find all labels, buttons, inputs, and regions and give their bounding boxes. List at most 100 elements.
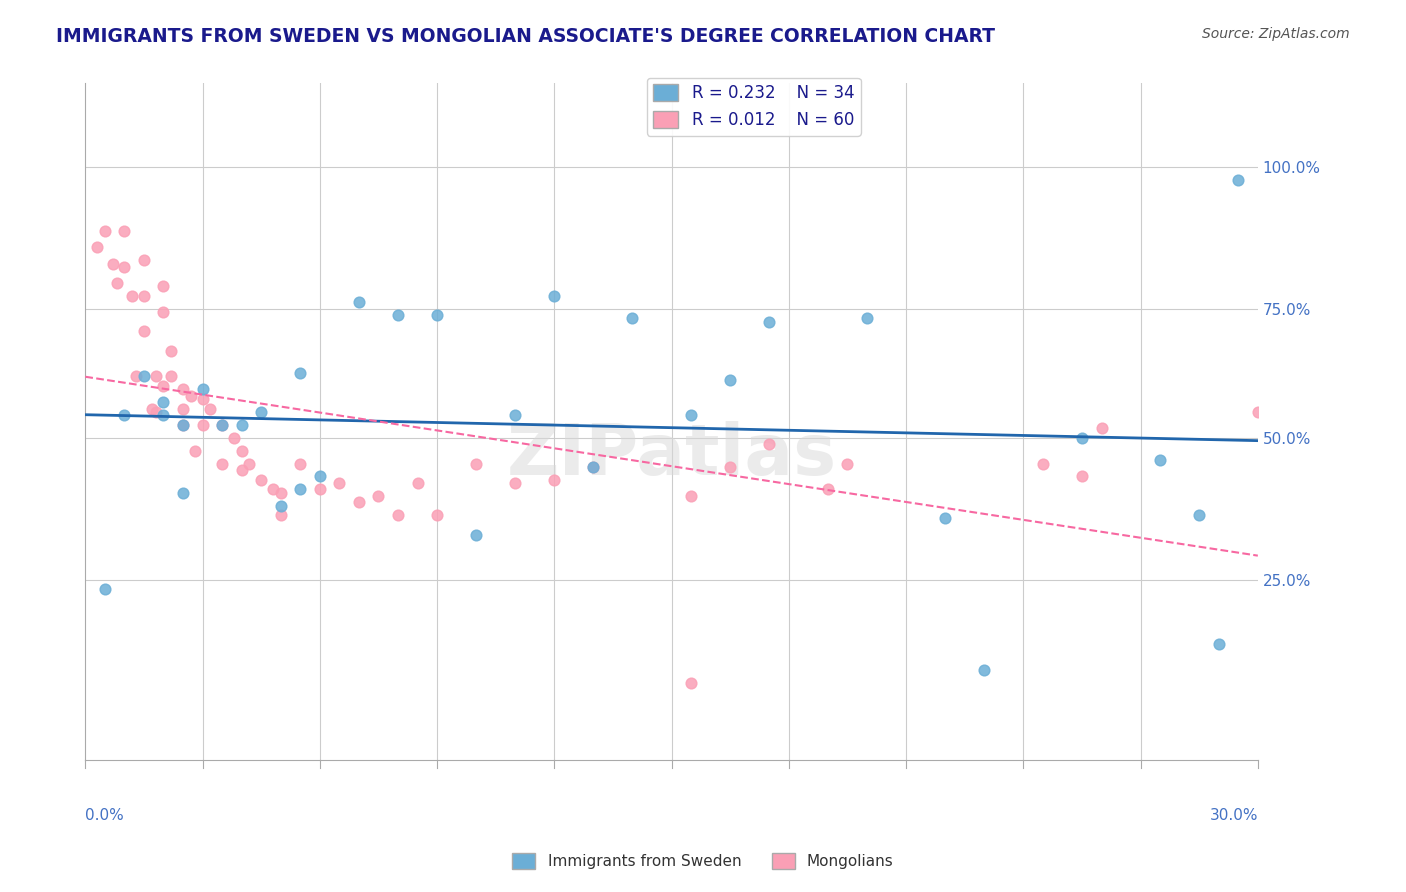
Point xyxy=(328,475,350,490)
Point xyxy=(347,295,370,310)
Point xyxy=(152,305,174,319)
Point xyxy=(172,485,194,500)
Point xyxy=(681,408,703,422)
Point xyxy=(172,401,194,416)
Point xyxy=(290,366,312,380)
Point xyxy=(184,443,207,458)
Point xyxy=(290,483,312,497)
Text: Source: ZipAtlas.com: Source: ZipAtlas.com xyxy=(1202,27,1350,41)
Point xyxy=(270,508,292,523)
Point xyxy=(132,369,155,384)
Point xyxy=(621,311,644,326)
Point xyxy=(718,373,741,387)
Point xyxy=(125,369,148,384)
Point xyxy=(132,324,155,338)
Point xyxy=(262,483,284,497)
Point xyxy=(231,463,253,477)
Point xyxy=(465,527,488,541)
Point xyxy=(270,499,292,513)
Point xyxy=(152,379,174,393)
Text: 30.0%: 30.0% xyxy=(1209,808,1258,822)
Point xyxy=(270,485,292,500)
Point xyxy=(681,489,703,503)
Point xyxy=(290,457,312,471)
Point xyxy=(160,369,183,384)
Text: 0.0%: 0.0% xyxy=(86,808,124,822)
Text: IMMIGRANTS FROM SWEDEN VS MONGOLIAN ASSOCIATE'S DEGREE CORRELATION CHART: IMMIGRANTS FROM SWEDEN VS MONGOLIAN ASSO… xyxy=(56,27,995,45)
Point xyxy=(406,475,429,490)
Point xyxy=(503,475,526,490)
Point xyxy=(112,224,135,238)
Point xyxy=(152,279,174,293)
Point xyxy=(681,676,703,690)
Point xyxy=(145,405,167,419)
Point xyxy=(86,240,108,254)
Point xyxy=(465,457,488,471)
Point xyxy=(211,417,233,432)
Point xyxy=(132,289,155,303)
Point xyxy=(758,437,780,451)
Point xyxy=(231,443,253,458)
Point xyxy=(1227,172,1250,186)
Point xyxy=(582,459,605,474)
Point xyxy=(172,417,194,432)
Point xyxy=(973,663,995,677)
Point xyxy=(856,311,879,326)
Point xyxy=(367,489,389,503)
Point xyxy=(121,289,143,303)
Point xyxy=(141,401,163,416)
Point xyxy=(222,431,245,445)
Text: ZIPatlas: ZIPatlas xyxy=(506,421,837,490)
Point xyxy=(543,473,565,487)
Point xyxy=(426,508,449,523)
Point xyxy=(1090,421,1112,435)
Point xyxy=(231,417,253,432)
Point xyxy=(211,417,233,432)
Point xyxy=(308,483,330,497)
Point xyxy=(250,473,273,487)
Point xyxy=(582,459,605,474)
Point xyxy=(152,408,174,422)
Point xyxy=(837,457,859,471)
Point xyxy=(200,401,222,416)
Point xyxy=(1247,405,1270,419)
Point xyxy=(191,417,214,432)
Point xyxy=(817,483,839,497)
Point xyxy=(718,459,741,474)
Point xyxy=(1188,508,1211,523)
Point xyxy=(172,417,194,432)
Point xyxy=(191,392,214,406)
Point xyxy=(145,369,167,384)
Point xyxy=(1032,457,1054,471)
Point xyxy=(94,582,117,597)
Point xyxy=(180,389,202,403)
Point xyxy=(238,457,260,471)
Point xyxy=(152,395,174,409)
Point xyxy=(426,308,449,322)
Point xyxy=(934,511,956,525)
Point xyxy=(1208,637,1230,651)
Point xyxy=(308,469,330,483)
Point xyxy=(503,408,526,422)
Point xyxy=(94,224,117,238)
Point xyxy=(172,382,194,396)
Point xyxy=(1071,431,1094,445)
Legend: R = 0.232    N = 34, R = 0.012    N = 60: R = 0.232 N = 34, R = 0.012 N = 60 xyxy=(647,78,860,136)
Point xyxy=(112,260,135,274)
Point xyxy=(387,308,409,322)
Point xyxy=(211,457,233,471)
Point xyxy=(1149,453,1171,467)
Point xyxy=(387,508,409,523)
Point xyxy=(1071,469,1094,483)
Point xyxy=(347,495,370,509)
Point xyxy=(250,405,273,419)
Point xyxy=(191,382,214,396)
Point xyxy=(132,253,155,268)
Point xyxy=(105,276,128,290)
Point xyxy=(112,408,135,422)
Point xyxy=(160,343,183,358)
Point xyxy=(758,315,780,329)
Point xyxy=(543,289,565,303)
Point xyxy=(101,256,124,270)
Legend: Immigrants from Sweden, Mongolians: Immigrants from Sweden, Mongolians xyxy=(506,847,900,875)
